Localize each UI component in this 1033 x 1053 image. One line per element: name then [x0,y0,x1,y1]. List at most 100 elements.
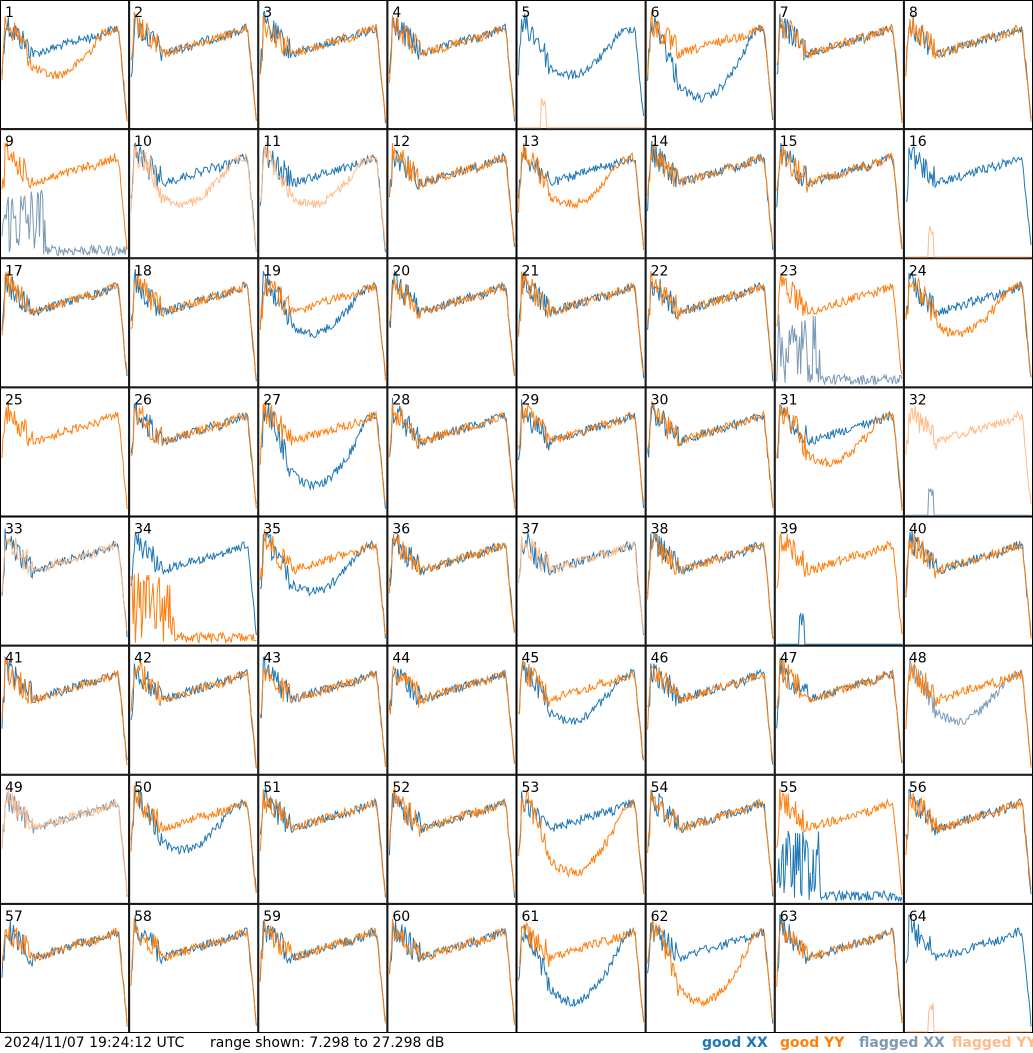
series-good_yy [388,918,515,1025]
panel-frame [903,387,1033,517]
panel-50: 50 [129,774,259,904]
panel-label: 42 [134,651,152,667]
panel-frame [129,258,259,388]
panel-frame [774,0,904,130]
panel-frame [258,516,388,646]
panel-60: 60 [387,903,517,1033]
series-good_yy [259,920,386,1024]
panel-58: 58 [129,903,259,1033]
panel-label: 7 [780,5,789,21]
panel-12: 12 [387,129,517,259]
panel-frame [0,516,130,646]
panel-63: 63 [774,903,904,1033]
panel-label: 41 [5,651,23,667]
series-good_xx [518,147,645,246]
series-good_yy [518,921,645,1023]
panel-32: 32 [903,387,1033,517]
panel-37: 37 [516,516,646,646]
panel-frame [645,903,775,1033]
panel-29: 29 [516,387,646,517]
series-flagged_yy [130,143,257,253]
series-good_xx [130,402,257,504]
panel-62: 62 [645,903,775,1033]
panel-48: 48 [903,645,1033,775]
panel-frame [387,258,517,388]
series-good_yy [776,404,903,511]
panel-frame [258,129,388,259]
panel-1: 1 [0,0,130,130]
panel-16: 16 [903,129,1033,259]
panel-label: 61 [522,909,540,925]
series-good_xx [259,531,386,639]
series-good_yy [776,272,903,375]
series-flagged_xx [776,314,903,386]
series-good_yy [1,927,128,1026]
panel-frame [774,516,904,646]
panel-frame [645,387,775,517]
series-flagged_yy [518,98,644,129]
panel-frame [0,645,130,775]
panel-label: 25 [5,392,23,408]
series-good_yy [776,145,903,250]
legend-good-xx: good XX [702,1035,768,1051]
series-good_yy [647,789,774,893]
panel-label: 12 [392,134,410,150]
panel-61: 61 [516,903,646,1033]
timestamp: 2024/11/07 19:24:12 UTC [4,1035,185,1051]
panel-frame [645,774,775,904]
series-good_yy [905,533,1032,639]
series-good_yy [518,403,645,502]
panel-label: 63 [780,909,798,925]
panel-26: 26 [129,387,259,517]
panel-frame [645,0,775,130]
panel-33: 33 [0,516,130,646]
panel-frame [129,516,259,646]
series-good_yy [776,17,903,124]
series-good_yy [647,11,774,117]
panel-45: 45 [516,645,646,775]
panel-frame [0,774,130,904]
panel-frame [645,516,775,646]
panel-frame [129,0,259,130]
panel-label: 1 [5,5,14,21]
panel-40: 40 [903,516,1033,646]
series-good_yy [388,403,515,509]
footer: 2024/11/07 19:24:12 UTC range shown: 7.2… [0,1033,1033,1053]
panel-label: 30 [651,392,669,408]
panel-frame [258,645,388,775]
series-good_yy [130,917,257,1024]
panel-64: 64 [903,903,1033,1033]
panel-frame [129,774,259,904]
panel-label: 39 [780,522,798,538]
panel-label: 28 [392,392,410,408]
panel-label: 17 [5,263,23,279]
panel-frame [774,645,904,775]
panel-30: 30 [645,387,775,517]
series-good_xx [388,790,515,898]
panel-frame [0,903,130,1033]
panel-label: 32 [909,392,927,408]
panel-frame [129,645,259,775]
panel-19: 19 [258,258,388,388]
series-good_xx [259,271,386,376]
series-good_yy [905,663,1032,768]
panel-label: 38 [651,522,669,538]
series-good_yy [259,667,386,768]
panel-frame [903,774,1033,904]
panel-10: 10 [129,129,259,259]
panel-2: 2 [129,0,259,130]
panel-11: 11 [258,129,388,259]
panel-4: 4 [387,0,517,130]
panel-frame [387,129,517,259]
panel-frame [903,645,1033,775]
panel-label: 21 [522,263,540,279]
panel-51: 51 [258,774,388,904]
panel-17: 17 [0,258,130,388]
panel-28: 28 [387,387,517,517]
panel-label: 2 [134,5,143,21]
series-good_yy [1,657,128,766]
panel-3: 3 [258,0,388,130]
series-good_yy [647,532,774,640]
panel-frame [516,0,646,130]
